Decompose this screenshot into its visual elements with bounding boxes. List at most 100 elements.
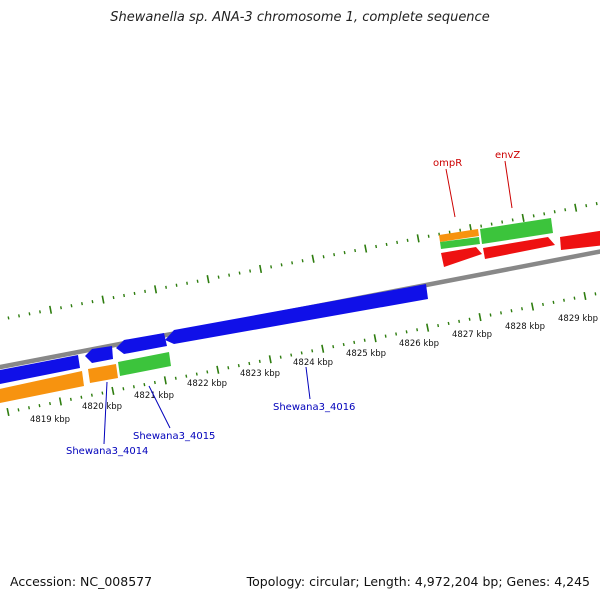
minor-tick: [385, 242, 388, 247]
gene-orange-2[interactable]: [88, 364, 118, 383]
minor-tick: [28, 406, 30, 410]
minor-tick: [542, 302, 544, 307]
gene-shewana3-4015[interactable]: [116, 333, 167, 354]
minor-tick: [594, 292, 597, 296]
minor-tick: [112, 295, 115, 300]
minor-tick: [153, 380, 156, 385]
gene-red-1[interactable]: [441, 247, 482, 267]
major-tick: [268, 355, 272, 364]
minor-tick: [363, 338, 366, 342]
major-tick: [206, 275, 210, 284]
gene-shewana3-4013[interactable]: [0, 355, 80, 385]
minor-tick: [143, 382, 146, 387]
gene-shewana3-4016[interactable]: [165, 284, 428, 344]
minor-tick: [375, 244, 378, 249]
inner-tick-row: [6, 291, 597, 417]
genome-summary-text: Topology: circular; Length: 4,972,204 bp…: [246, 574, 590, 589]
gene-label-shewana3-4015[interactable]: Shewana3_4015: [133, 431, 215, 442]
leader-line-ompR: [445, 168, 456, 218]
gene-label-ompR[interactable]: ompR: [433, 158, 462, 169]
scale-label: 4824 kbp: [293, 358, 333, 368]
minor-tick: [175, 283, 178, 287]
minor-tick: [468, 317, 471, 321]
minor-tick: [80, 395, 83, 399]
major-tick: [521, 213, 525, 222]
major-tick: [259, 264, 263, 274]
minor-tick: [458, 319, 461, 323]
major-tick: [216, 365, 220, 374]
major-tick: [49, 305, 53, 314]
minor-tick: [395, 332, 398, 336]
minor-tick: [101, 391, 104, 395]
minor-tick: [39, 310, 41, 314]
major-tick: [426, 323, 430, 332]
major-tick: [364, 244, 368, 253]
minor-tick: [206, 370, 209, 374]
minor-tick: [480, 224, 483, 228]
minor-tick: [70, 304, 73, 308]
gene-shewana3-4014[interactable]: [85, 346, 113, 363]
accession-text: Accession: NC_008577: [10, 574, 153, 589]
minor-tick: [427, 234, 430, 238]
leader-line-shewana3-4014: [103, 381, 108, 445]
gene-ompR-lower[interactable]: [440, 237, 480, 249]
minor-tick: [249, 269, 252, 273]
minor-tick: [416, 328, 419, 332]
scale-label: 4820 kbp: [82, 402, 122, 412]
minor-tick: [291, 261, 294, 265]
minor-tick: [301, 259, 304, 263]
minor-tick: [18, 314, 20, 318]
major-tick: [478, 313, 482, 322]
gene-red-2[interactable]: [483, 237, 555, 259]
minor-tick: [333, 253, 336, 257]
leader-line-shewana3-4015: [148, 385, 171, 429]
minor-tick: [405, 330, 408, 334]
minor-tick: [122, 387, 125, 391]
minor-tick: [437, 323, 440, 328]
minor-tick: [228, 273, 231, 277]
minor-tick: [332, 345, 335, 349]
minor-tick: [38, 404, 41, 408]
minor-tick: [500, 311, 502, 315]
scale-label: 4828 kbp: [505, 322, 545, 332]
minor-tick: [174, 376, 177, 380]
minor-tick: [510, 309, 513, 313]
major-tick: [154, 285, 158, 294]
minor-tick: [563, 298, 565, 302]
leader-line-shewana3-4016: [305, 366, 311, 400]
major-tick: [101, 295, 105, 304]
gene-label-envZ[interactable]: envZ: [495, 150, 520, 161]
minor-tick: [511, 218, 514, 222]
minor-tick: [217, 275, 220, 279]
minor-tick: [81, 302, 83, 306]
gene-green-1[interactable]: [118, 352, 171, 376]
minor-tick: [343, 250, 346, 255]
gene-orange-1[interactable]: [0, 371, 84, 404]
gene-ompR[interactable]: [439, 229, 479, 242]
scale-label: 4819 kbp: [30, 415, 70, 425]
minor-tick: [322, 255, 325, 259]
minor-tick: [60, 306, 62, 310]
minor-tick: [501, 220, 504, 224]
major-tick: [311, 254, 315, 263]
minor-tick: [543, 212, 546, 216]
gene-envZ[interactable]: [480, 218, 553, 244]
minor-tick: [165, 285, 167, 289]
minor-tick: [7, 316, 10, 320]
minor-tick: [552, 300, 555, 304]
minor-tick: [133, 291, 136, 296]
major-tick: [416, 234, 420, 243]
minor-tick: [195, 372, 198, 376]
gene-label-shewana3-4016[interactable]: Shewana3_4016: [273, 402, 355, 413]
minor-tick: [532, 214, 535, 218]
minor-tick: [186, 281, 188, 285]
scale-label: 4829 kbp: [558, 314, 598, 324]
leader-line-envZ: [504, 160, 513, 209]
major-tick: [373, 334, 377, 343]
gene-red-3[interactable]: [560, 230, 600, 250]
minor-tick: [248, 361, 251, 366]
gene-label-shewana3-4014[interactable]: Shewana3_4014: [66, 446, 148, 457]
minor-tick: [69, 397, 72, 401]
scale-label: 4823 kbp: [240, 369, 280, 379]
minor-tick: [447, 321, 450, 326]
